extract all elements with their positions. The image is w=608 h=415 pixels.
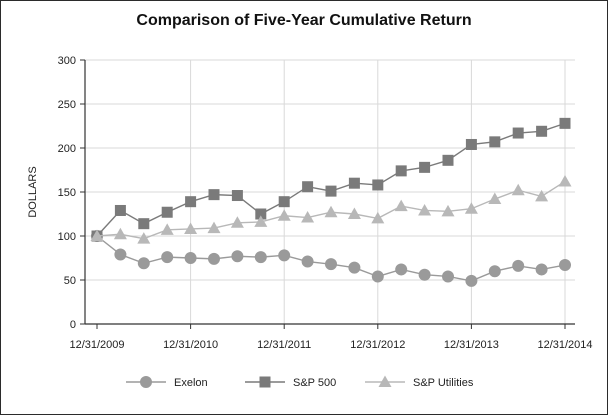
data-point [512, 127, 524, 139]
data-point [535, 263, 548, 276]
x-tick-label: 12/31/2012 [350, 339, 405, 351]
data-point [254, 215, 268, 227]
data-point [208, 252, 220, 265]
legend-label: Exelon [174, 377, 208, 389]
legend: Exelon S&P 500 S&P Utilities [126, 375, 474, 389]
data-point [464, 202, 478, 214]
data-point [278, 196, 290, 208]
data-point [230, 216, 244, 228]
y-tick-label: 50 [64, 275, 76, 287]
x-tick-labels: 12/31/2009 12/31/2010 12/31/2011 12/31/2012… [69, 339, 592, 351]
data-point [442, 154, 454, 166]
legend-marker [140, 376, 152, 388]
data-point [160, 223, 174, 235]
data-point [418, 268, 431, 281]
data-point [137, 257, 150, 270]
legend-item: Exelon [126, 376, 208, 389]
data-point [395, 263, 408, 276]
x-tick-label: 12/31/2013 [444, 339, 499, 351]
series-s-p-utilities [90, 174, 572, 244]
data-point [419, 161, 431, 173]
data-point [371, 270, 384, 283]
data-point [301, 255, 314, 268]
data-point [277, 209, 291, 221]
chart-title: Comparison of Five-Year Cumulative Retur… [136, 12, 472, 29]
y-tick-label: 150 [58, 187, 76, 199]
series-exelon [91, 230, 571, 287]
data-point [255, 208, 267, 220]
y-tick-label: 250 [58, 99, 76, 111]
legend-marker [259, 376, 271, 388]
data-point [465, 274, 478, 287]
data-point [90, 229, 104, 241]
y-tick-label: 0 [70, 319, 76, 331]
data-point [161, 251, 174, 264]
data-point [558, 174, 572, 187]
data-point [395, 165, 407, 177]
y-tick-label: 200 [58, 143, 76, 155]
axes [80, 59, 575, 329]
data-point [207, 221, 221, 234]
data-point [137, 232, 151, 244]
data-point [559, 117, 571, 129]
data-point [559, 259, 571, 272]
data-point [512, 259, 525, 272]
data-point [302, 181, 314, 193]
data-point [394, 199, 408, 212]
data-point [347, 207, 361, 219]
legend-label: S&P Utilities [413, 377, 474, 389]
data-point [114, 204, 126, 216]
legend-item: S&P 500 [245, 376, 336, 389]
data-point [488, 192, 502, 205]
data-point [208, 189, 220, 201]
data-point [138, 218, 150, 230]
legend-marker [378, 375, 392, 387]
x-tick-label: 12/31/2009 [69, 339, 124, 351]
x-tick-label: 12/31/2014 [537, 339, 592, 351]
data-point [418, 203, 432, 216]
data-point [325, 258, 337, 271]
data-point [324, 205, 338, 218]
data-point [184, 222, 198, 234]
data-point [441, 204, 455, 217]
data-point [254, 251, 267, 264]
series-group [90, 117, 572, 287]
data-point [348, 261, 361, 274]
y-axis-title: DOLLARS [27, 166, 39, 217]
y-tick-label: 100 [58, 231, 76, 243]
data-point [161, 206, 173, 218]
data-point [278, 249, 291, 262]
data-point [489, 136, 501, 148]
data-point [465, 138, 477, 150]
data-point [536, 125, 548, 137]
data-point [511, 183, 525, 196]
data-point [184, 252, 197, 264]
data-point [113, 227, 127, 240]
x-tick-label: 12/31/2011 [257, 339, 311, 351]
y-tick-label: 300 [58, 55, 76, 67]
data-point [488, 265, 501, 278]
data-point [325, 185, 337, 197]
legend-item: S&P Utilities [365, 375, 474, 389]
data-point [185, 196, 197, 208]
data-point [371, 211, 385, 224]
data-point [231, 250, 244, 263]
x-tick-label: 12/31/2010 [163, 339, 218, 351]
legend-label: S&P 500 [293, 377, 336, 389]
data-point [442, 270, 454, 283]
data-point [372, 179, 384, 191]
y-tick-labels: 0 50 100 150 200 250 300 [58, 55, 76, 331]
data-point [348, 177, 360, 189]
data-point [535, 189, 549, 202]
data-point [231, 190, 243, 202]
data-point [301, 211, 315, 223]
data-point [114, 248, 127, 261]
series-s-p-500 [91, 117, 571, 242]
